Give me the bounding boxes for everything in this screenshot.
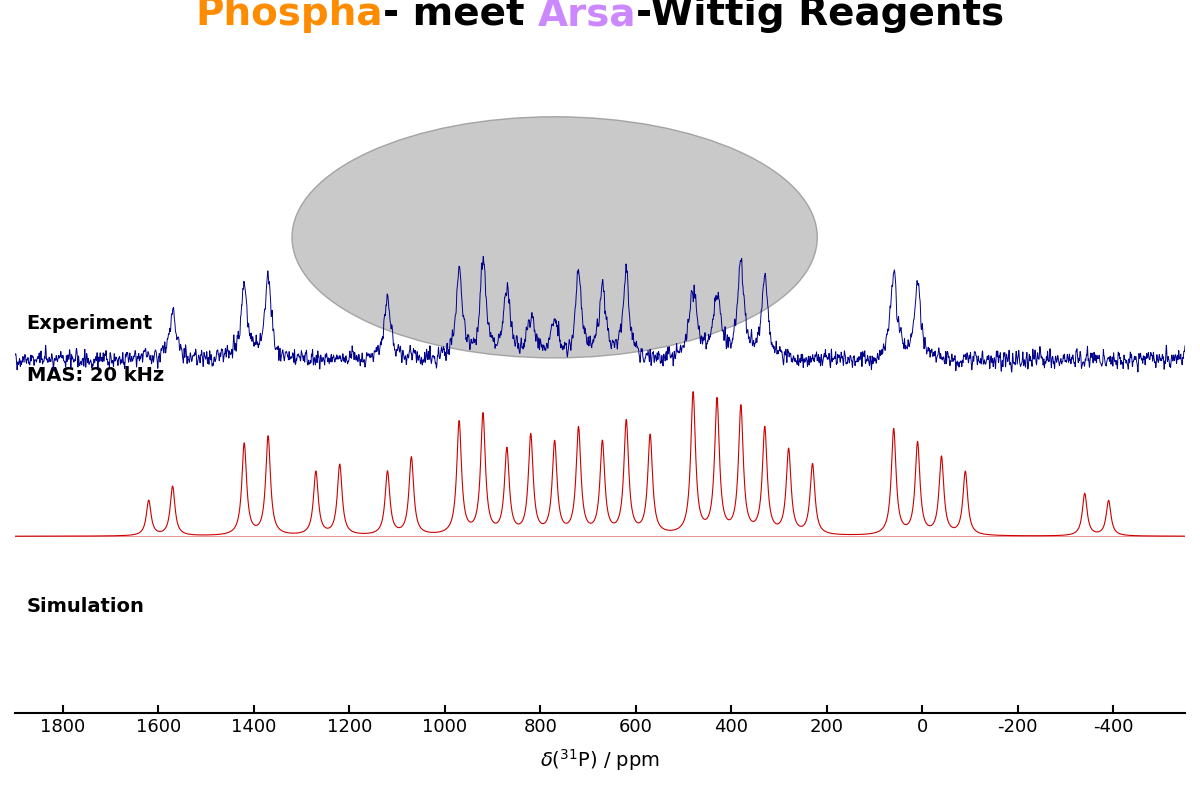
Text: - meet: - meet — [383, 0, 538, 33]
Ellipse shape — [292, 117, 817, 358]
Text: -Wittig Reagents: -Wittig Reagents — [636, 0, 1004, 33]
X-axis label: $\delta$($^{31}$P) / ppm: $\delta$($^{31}$P) / ppm — [540, 747, 660, 773]
Text: Simulation: Simulation — [26, 597, 144, 616]
Text: Phospha: Phospha — [196, 0, 383, 33]
Text: Arsa: Arsa — [538, 0, 636, 33]
Text: Experiment: Experiment — [26, 314, 152, 333]
Text: MAS: 20 kHz: MAS: 20 kHz — [26, 366, 164, 385]
